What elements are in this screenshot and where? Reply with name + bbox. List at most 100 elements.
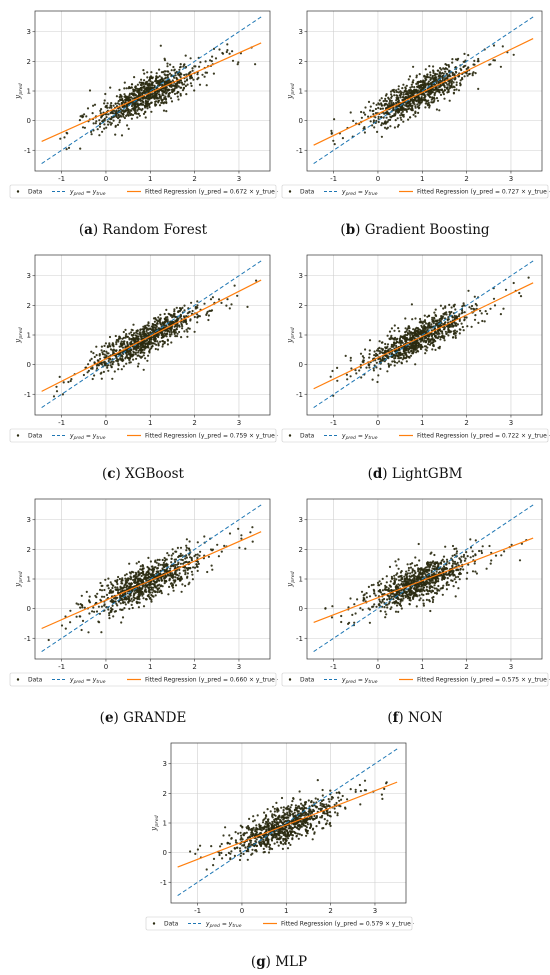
data-point [399,106,401,108]
data-point [154,566,156,568]
data-point [53,395,55,397]
x-tick-label: 2 [192,175,196,183]
data-point [393,342,395,344]
data-point [363,112,365,114]
data-point [161,90,163,92]
data-point [391,360,393,362]
data-point [99,613,101,615]
data-point [79,607,81,609]
data-point [129,87,131,89]
data-point [476,304,478,306]
data-point [158,563,160,565]
data-point [387,363,389,365]
data-point [155,587,157,589]
data-point [139,589,141,591]
data-point [230,303,232,305]
data-point [438,90,440,92]
data-point [98,621,100,623]
data-point [130,96,132,98]
data-point [494,304,496,306]
data-point [142,69,144,71]
data-point [435,335,437,337]
data-point [415,351,417,353]
legend-fit-label: Fitted Regression (y_pred = 0.660 × y_tr… [145,677,278,684]
data-point [128,583,130,585]
caption-b: (b) Gradient Boosting [280,222,550,238]
data-point [462,304,464,306]
data-point [137,365,139,367]
data-point [131,338,133,340]
data-point [165,90,167,92]
data-point [402,84,404,86]
x-tick-label: 0 [104,663,108,671]
data-point [199,551,201,553]
data-point [166,329,168,331]
data-point [386,356,388,358]
data-point [468,73,470,75]
data-point [164,59,166,61]
data-point [416,605,418,607]
data-point [94,356,96,358]
data-point [128,600,130,602]
data-point [155,338,157,340]
data-point [350,111,352,113]
data-point [110,102,112,104]
data-point [432,65,434,67]
y-tick-label: 1 [27,88,31,96]
data-point [183,74,185,76]
data-point [430,77,432,79]
data-point [459,82,461,84]
data-point [194,65,196,67]
data-point [467,290,469,292]
data-point [182,559,184,561]
data-point [197,316,199,318]
data-point [474,571,476,573]
data-point [449,100,451,102]
y-tick-label: 1 [27,576,31,584]
data-point [404,331,406,333]
data-point [83,374,85,376]
data-point [197,553,199,555]
data-point [160,564,162,566]
data-point [392,356,394,358]
data-point [116,597,118,599]
data-point [177,562,179,564]
data-point [213,73,215,75]
data-point [125,333,127,335]
data-point [416,75,418,77]
data-point [129,111,131,113]
caption-letter: c [107,466,115,482]
data-point [101,351,103,353]
data-point [174,325,176,327]
data-point [385,95,387,97]
data-point [131,354,133,356]
data-point [373,119,375,121]
data-point [130,578,132,580]
data-point [439,338,441,340]
data-point [141,87,143,89]
legend-data-label: Data [28,677,43,684]
data-point [107,113,109,115]
data-point [113,120,115,122]
data-point [379,340,381,342]
data-point [131,335,133,337]
data-point [395,119,397,121]
data-point [145,87,147,89]
data-point [107,370,109,372]
data-point [429,95,431,97]
data-point [133,76,135,78]
data-point [416,347,418,349]
data-point [148,343,150,345]
data-point [179,572,181,574]
data-point [397,97,399,99]
data-point [345,355,347,357]
data-point [184,573,186,575]
data-point [119,94,121,96]
data-point [434,93,436,95]
data-point [412,335,414,337]
data-point [160,45,162,47]
data-point [205,314,207,316]
data-point [150,111,152,113]
data-point [484,320,486,322]
data-point [180,94,182,96]
